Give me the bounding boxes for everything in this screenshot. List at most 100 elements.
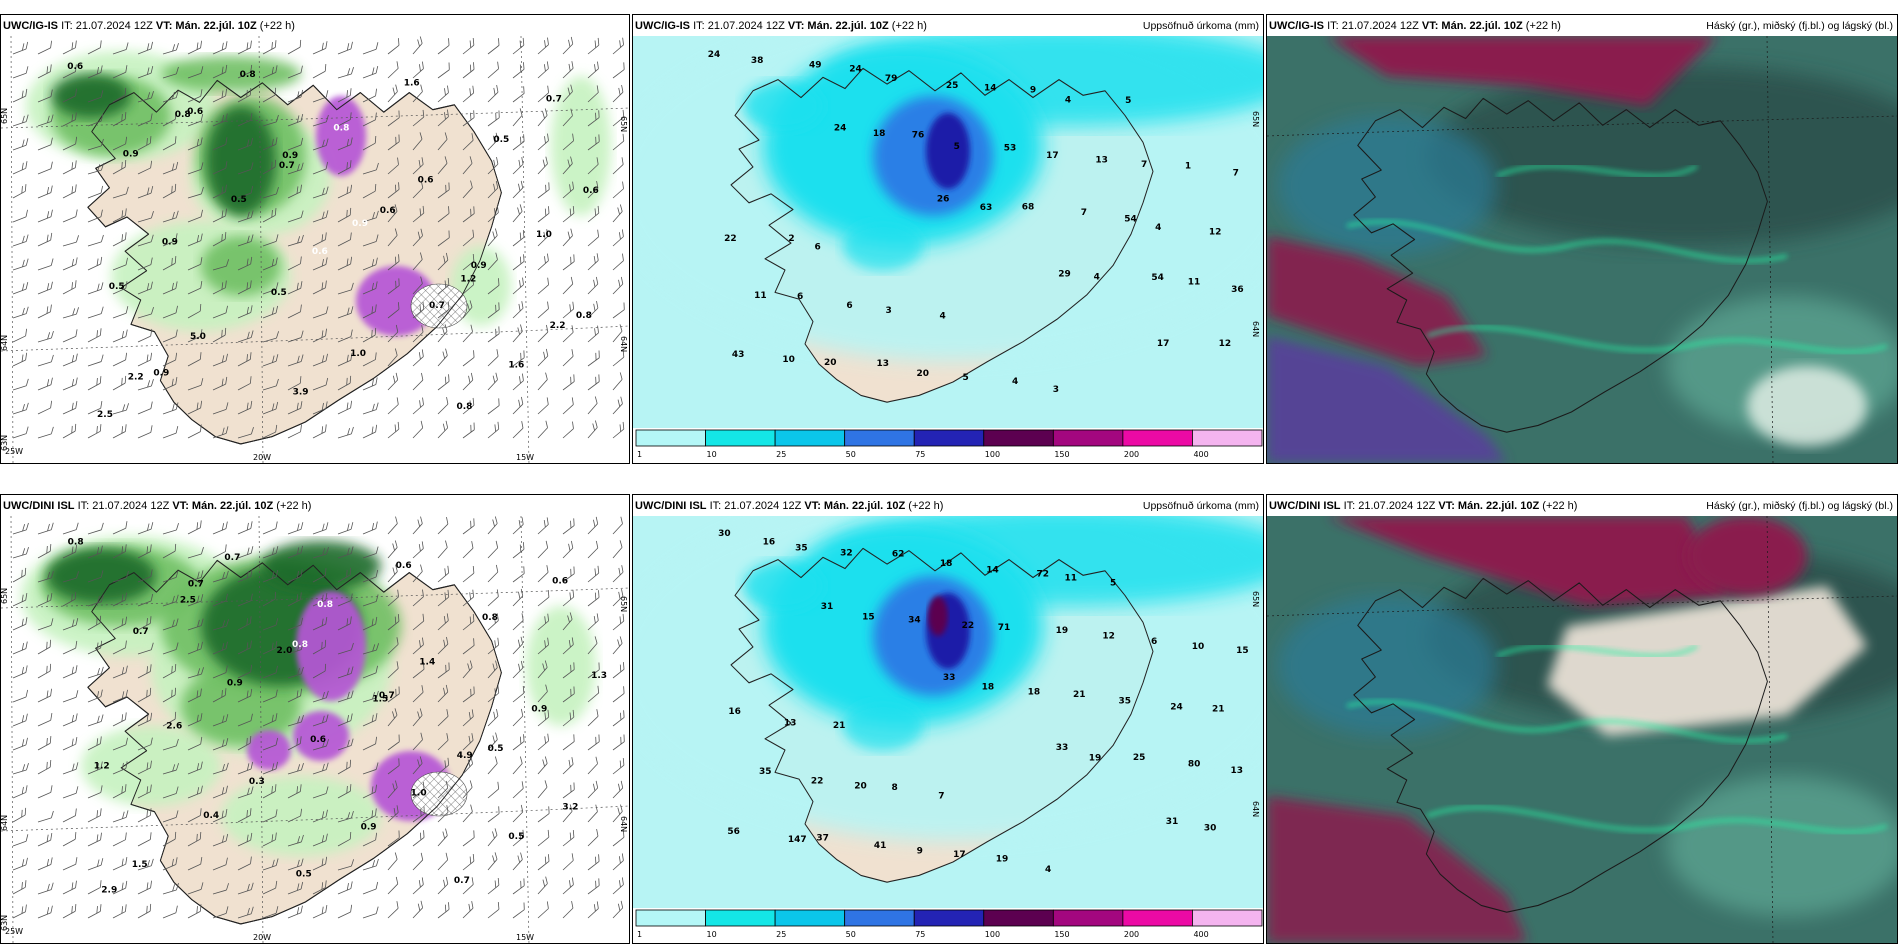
wind-speed-region [51, 74, 131, 118]
wind-barb-icon [262, 809, 278, 823]
wind-barb-icon [337, 88, 352, 103]
precip-colorbar: 1 10 25 50 75 100 150 200 400 [635, 909, 1263, 943]
valid-time: VT: Mán. 22.júl. 10Z [155, 20, 257, 32]
wind-barb-icon [112, 257, 128, 271]
wind-barb-icon [262, 737, 279, 751]
wind-barb-icon [362, 858, 379, 871]
wind-barb-icon [262, 401, 279, 415]
strong-wind-core [316, 96, 366, 176]
wind-barb-icon [12, 282, 29, 295]
precip-value-label: 25 [1133, 753, 1146, 763]
wind-barb-icon [137, 903, 152, 919]
wind-barb-icon [37, 330, 54, 343]
precip-value-label: 33 [1056, 743, 1069, 753]
wind-barb-icon [562, 757, 574, 775]
colorbar-tick-label: 1 [637, 930, 642, 939]
wind-barb-icon [537, 733, 550, 751]
wind-barb-icon [162, 136, 177, 151]
wind-barb-icon [112, 352, 128, 367]
wind-barb-icon [287, 234, 304, 247]
wind-barb-icon [437, 324, 448, 343]
wind-barb-icon [112, 42, 129, 55]
wind-barb-icon [412, 109, 425, 127]
wind-barb-icon [137, 425, 153, 439]
wind-barb-icon [112, 616, 127, 631]
wind-barb-icon [37, 232, 53, 247]
wind-barb-icon [387, 758, 400, 775]
wind-barb-icon [87, 185, 104, 199]
wind-barb-icon [237, 256, 253, 271]
wind-barb-icon [362, 713, 378, 727]
wind-barb-icon [37, 185, 53, 199]
wind-barb-icon [337, 329, 353, 343]
rate-value-label: 0.5 [493, 135, 509, 145]
wind-barb-icon [612, 62, 625, 79]
wind-barb-icon [412, 662, 425, 679]
wind-barb-icon [137, 642, 154, 655]
wind-barb-icon [612, 565, 624, 583]
wind-barb-icon [262, 880, 278, 895]
wind-barb-icon [537, 540, 549, 559]
wind-barb-icon [112, 784, 127, 799]
wind-barb-icon [437, 252, 449, 271]
wind-barb-icon [512, 324, 523, 343]
precip-colorbar: 1 10 25 50 75 100 150 200 400 [635, 429, 1263, 463]
wind-barb-icon [562, 206, 575, 223]
hatch-pattern [411, 772, 467, 816]
wind-barb-icon [187, 162, 204, 175]
wind-barb-icon [612, 253, 624, 271]
wind-barb-icon [187, 209, 203, 223]
wind-barb-icon [487, 421, 500, 439]
wind-barb-icon [462, 156, 473, 175]
wind-barb-icon [187, 186, 204, 199]
wind-barb-icon [62, 522, 79, 535]
iceland-coastline [730, 67, 1154, 403]
wind-barb-icon [337, 831, 352, 847]
wind-barb-icon [387, 614, 400, 631]
precip-value-label: 24 [1170, 702, 1183, 712]
wind-barb-icon [162, 281, 178, 295]
wind-barb-icon [437, 109, 449, 127]
wind-barb-icon [362, 736, 377, 751]
rate-value-label: 0.6 [380, 206, 396, 216]
rate-value-label: 0.8 [292, 640, 308, 650]
rate-value-label: 0.8 [175, 110, 191, 120]
wind-barb-icon [312, 328, 327, 343]
rate-value-label: 1.0 [350, 349, 366, 359]
wind-barb-icon [337, 690, 354, 703]
wind-barb-icon [87, 570, 104, 583]
wind-barb-icon [312, 257, 328, 271]
wind-barb-icon [587, 662, 600, 679]
wind-barb-icon [462, 324, 473, 343]
colorbar-swatch [844, 429, 915, 447]
wind-barb-icon [512, 829, 525, 847]
wind-barb-icon [562, 421, 574, 439]
wind-barb-icon [462, 372, 474, 391]
rate-value-label: 1.2 [94, 762, 110, 772]
rate-value-label: 1.0 [536, 230, 552, 240]
wind-barb-icon [62, 353, 78, 367]
wind-barb-icon [337, 184, 353, 199]
wind-barb-icon [612, 276, 624, 295]
wind-barb-icon [112, 186, 129, 199]
wind-barb-icon [212, 833, 229, 847]
rate-value-label: 0.7 [224, 553, 240, 563]
graticule [1, 516, 629, 943]
wind-barb-icon [112, 306, 129, 319]
wind-barb-icon [587, 780, 599, 799]
wind-barb-icon [287, 281, 303, 295]
wind-barb-icon [587, 181, 599, 199]
wind-barb-icon [487, 228, 498, 247]
wind-barb-icon [187, 570, 204, 583]
wind-barb-icon [462, 780, 473, 799]
wind-barb-icon [437, 757, 450, 775]
precip-value-label: 6 [797, 292, 803, 302]
wind-speed-region [206, 106, 276, 216]
cloud-map-panel-bottom: UWC/DINI ISL IT: 21.07.2024 12Z VT: Mán.… [1266, 494, 1898, 944]
wind-barb-icon [237, 569, 253, 583]
wind-barb-icon [462, 350, 475, 367]
wind-barb-icon [187, 113, 204, 127]
wind-barb-icon [37, 713, 53, 727]
wind-barb-icon [337, 546, 354, 559]
